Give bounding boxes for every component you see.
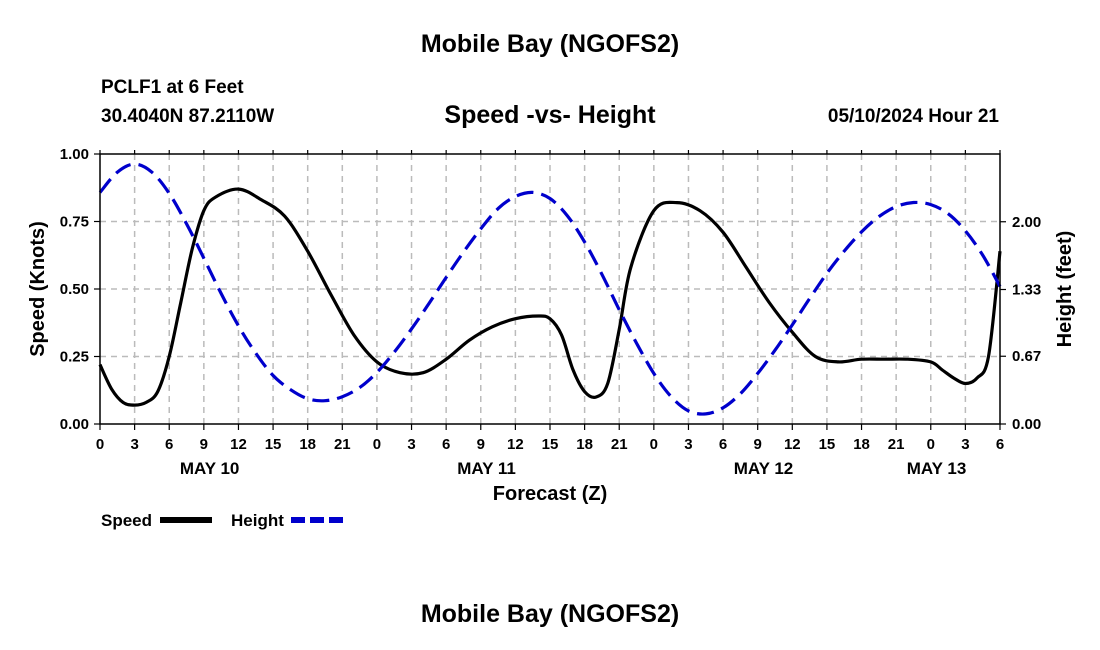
- x-tick-label: 0: [650, 436, 658, 453]
- x-tick-label: 6: [442, 436, 450, 453]
- footer-title: Mobile Bay (NGOFS2): [420, 600, 680, 628]
- x-tick-label: 9: [200, 436, 208, 453]
- x-tick-label: 3: [961, 436, 969, 453]
- y-right-tick-label: 0.67: [1012, 348, 1041, 365]
- x-tick-label: 12: [230, 436, 247, 453]
- x-day-label: MAY 12: [734, 459, 794, 478]
- legend-label-height: Height: [231, 511, 284, 530]
- forecast-datetime: 05/10/2024 Hour 21: [827, 106, 999, 127]
- legend-label-speed: Speed: [101, 511, 152, 530]
- x-tick-label: 18: [299, 436, 316, 453]
- x-axis-label: Forecast (Z): [493, 483, 607, 505]
- x-tick-label: 3: [130, 436, 138, 453]
- legend: Speed Height: [101, 511, 343, 530]
- x-tick-label: 21: [888, 436, 905, 453]
- y-axis-left-label: Speed (Knots): [27, 221, 49, 357]
- y-left-tick-label: 0.75: [60, 214, 89, 231]
- x-tick-label: 21: [611, 436, 628, 453]
- chart-title: Mobile Bay (NGOFS2): [420, 30, 680, 58]
- x-tick-label: 6: [719, 436, 727, 453]
- x-tick-label: 15: [265, 436, 282, 453]
- coordinates-label: 30.4040N 87.2110W: [101, 106, 275, 127]
- axis-ticks: 0 3 6 9 12 15 18 21 0 3 6 9 12 15 18 21 0 3 6 9 12 15 18 21 0 3 6M…: [60, 146, 1041, 478]
- y-right-tick-label: 0.00: [1012, 416, 1041, 433]
- x-tick-label: 18: [576, 436, 593, 453]
- y-left-tick-label: 0.50: [60, 281, 89, 298]
- x-tick-label: 12: [784, 436, 801, 453]
- y-left-tick-label: 0.25: [60, 349, 89, 366]
- series-line-speed: [98, 187, 1002, 407]
- x-tick-label: 3: [407, 436, 415, 453]
- x-tick-label: 9: [477, 436, 485, 453]
- x-tick-label: 6: [165, 436, 173, 453]
- x-tick-label: 12: [507, 436, 524, 453]
- grid: [100, 154, 1000, 424]
- y-right-tick-label: 1.33: [1012, 282, 1041, 299]
- series-layer: [98, 162, 1002, 416]
- x-tick-label: 3: [684, 436, 692, 453]
- x-day-label: MAY 10: [180, 459, 240, 478]
- x-tick-label: 6: [996, 436, 1004, 453]
- chart-subtitle: Speed -vs- Height: [444, 101, 656, 129]
- series-line-height: [98, 162, 1002, 416]
- x-tick-label: 9: [754, 436, 762, 453]
- x-tick-label: 0: [927, 436, 935, 453]
- y-left-tick-label: 0.00: [60, 416, 89, 433]
- x-tick-label: 15: [542, 436, 559, 453]
- x-tick-label: 0: [373, 436, 381, 453]
- x-tick-label: 18: [853, 436, 870, 453]
- x-day-label: MAY 13: [907, 459, 967, 478]
- y-axis-right-label: Height (feet): [1054, 231, 1076, 348]
- x-tick-label: 21: [334, 436, 351, 453]
- y-right-tick-label: 2.00: [1012, 214, 1041, 231]
- x-tick-label: 15: [819, 436, 836, 453]
- station-label: PCLF1 at 6 Feet: [101, 77, 244, 98]
- y-left-tick-label: 1.00: [60, 146, 89, 163]
- x-day-label: MAY 11: [457, 459, 516, 478]
- x-tick-label: 0: [96, 436, 104, 453]
